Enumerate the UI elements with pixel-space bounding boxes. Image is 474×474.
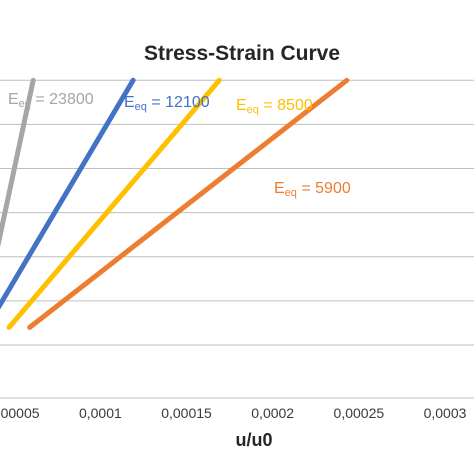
x-tick-label-4: 0,00025 (334, 405, 385, 421)
series-annotation-2: Eeq = 8500 (236, 97, 313, 116)
series-line-1 (0, 77, 136, 310)
series-annotation-1: Eeq = 12100 (124, 94, 210, 113)
annotation-subscript-2: eq (247, 104, 259, 116)
annotation-subscript-0: eq (19, 98, 31, 110)
annotation-symbol-3: E (274, 180, 285, 197)
series-line-3 (27, 77, 350, 330)
x-tick-label-3: 0,0002 (251, 405, 294, 421)
annotation-value-0: = 23800 (31, 91, 94, 108)
annotation-symbol-2: E (236, 97, 247, 114)
annotation-value-1: = 12100 (147, 94, 210, 111)
chart-title: Stress-Strain Curve (144, 42, 340, 65)
series-annotation-0: Eeq = 23800 (8, 91, 94, 110)
annotation-value-2: = 8500 (259, 97, 313, 114)
x-tick-labels: 0,00005 0,0001 0,00015 0,0002 0,00025 0,0003 (0, 405, 467, 421)
series-annotation-3: Eeq = 5900 (274, 180, 351, 199)
annotation-value-3: = 5900 (297, 180, 351, 197)
annotation-symbol-1: E (124, 94, 135, 111)
gridlines (0, 79, 474, 346)
x-axis-label: u/u0 (235, 430, 272, 450)
series-line-0 (0, 77, 36, 248)
annotation-symbol-0: E (8, 91, 19, 108)
x-tick-label-1: 0,0001 (79, 405, 122, 421)
series-lines (0, 77, 350, 330)
annotation-subscript-3: eq (285, 187, 297, 199)
series-line-2 (6, 77, 222, 330)
x-tick-label-2: 0,00015 (161, 405, 212, 421)
x-tick-label-0: 0,00005 (0, 405, 40, 421)
x-tick-label-5: 0,0003 (424, 405, 467, 421)
annotation-subscript-1: eq (135, 101, 147, 113)
